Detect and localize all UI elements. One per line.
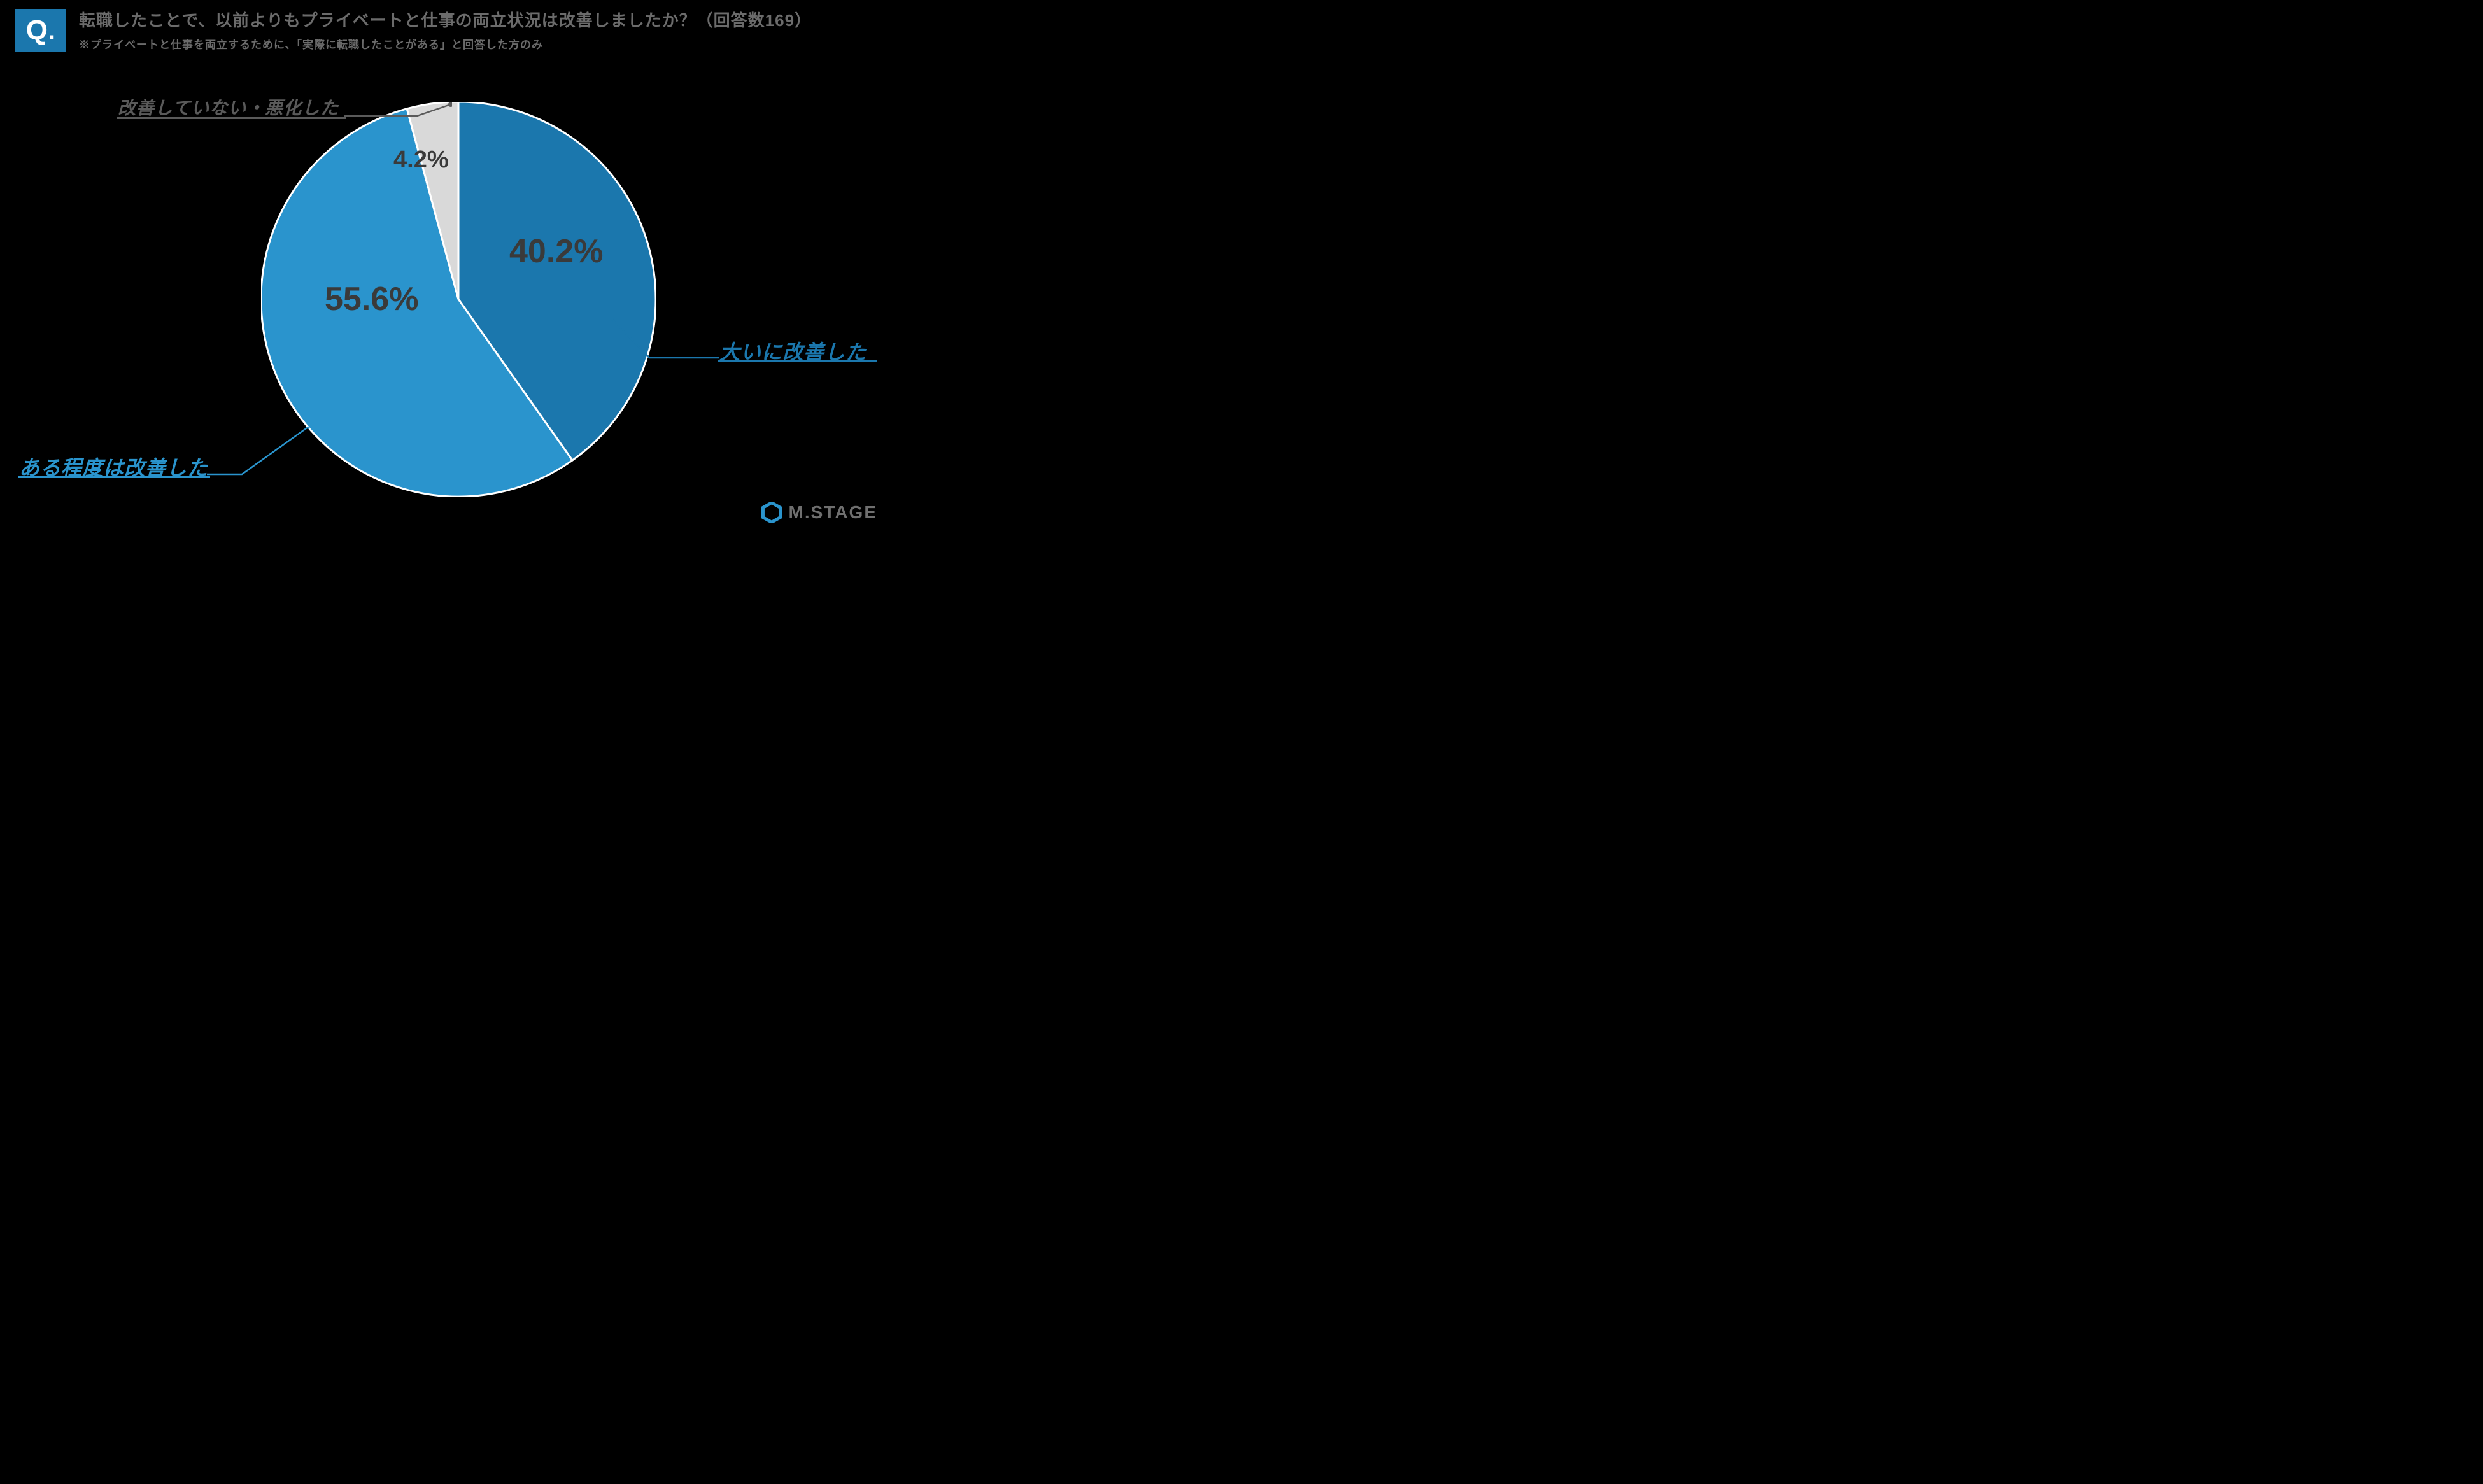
leader-line-greatly-improved xyxy=(611,318,719,363)
leader-line-not-improved xyxy=(344,95,452,121)
leader-line-somewhat-improved xyxy=(207,427,309,477)
question-badge: Q. xyxy=(15,9,66,52)
slice-value-somewhat-improved: 55.6% xyxy=(325,280,418,318)
subtitle: ※プライベートと仕事を両立するために、「実際に転職したことがある」と回答した方の… xyxy=(79,36,812,52)
title-block: 転職したことで、以前よりもプライベートと仕事の両立状況は改善しましたか？（回答数… xyxy=(79,6,812,52)
underline-not-improved xyxy=(117,117,346,119)
pie-chart: 40.2% 55.6% 4.2% 大いに改善した ある程度は改善した 改善してい… xyxy=(0,83,895,528)
pie-svg xyxy=(261,102,656,497)
brand-logo: M.STAGE xyxy=(761,502,877,523)
slice-label-not-improved: 改善していない・悪化した xyxy=(118,94,339,120)
logo-hex-icon xyxy=(761,502,782,523)
slice-value-not-improved: 4.2% xyxy=(393,146,449,174)
underline-somewhat-improved xyxy=(18,476,210,478)
underline-greatly-improved xyxy=(718,360,877,362)
logo-text: M.STAGE xyxy=(789,502,877,523)
header: Q. 転職したことで、以前よりもプライベートと仕事の両立状況は改善しましたか？（… xyxy=(0,0,895,52)
slice-value-greatly-improved: 40.2% xyxy=(509,232,603,271)
main-title: 転職したことで、以前よりもプライベートと仕事の両立状況は改善しましたか？（回答数… xyxy=(79,9,812,32)
